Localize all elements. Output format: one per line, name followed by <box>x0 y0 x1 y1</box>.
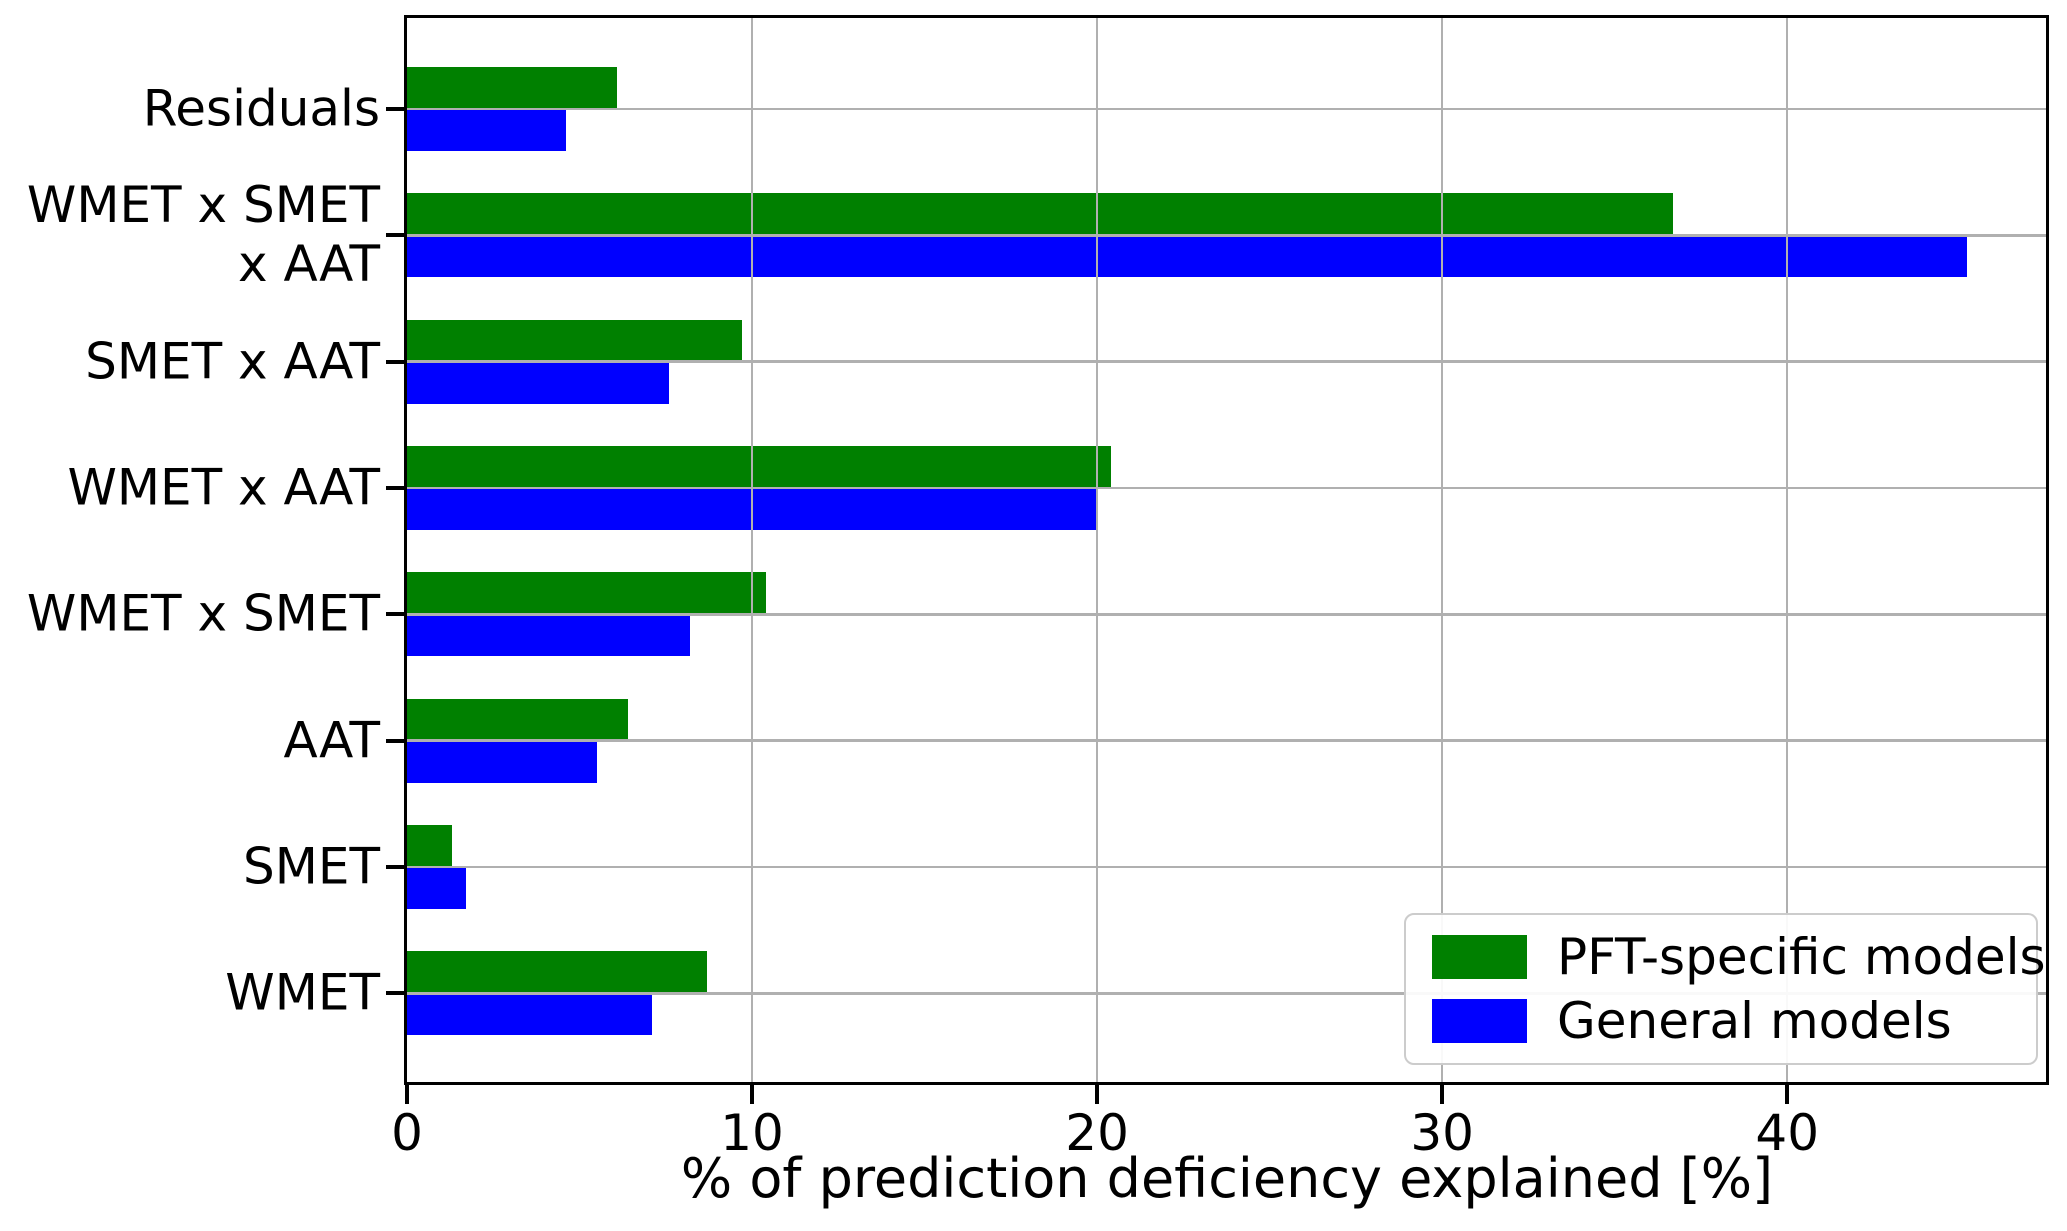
y-tick-label-smet: SMET <box>242 837 380 896</box>
y-tick-label-wmet-x-aat: WMET x AAT <box>67 458 380 517</box>
y-tick-mark-aat <box>386 738 407 743</box>
y-tick-mark-residuals <box>386 107 407 111</box>
y-tick-label-wmet-x-smet-x-aat: WMET x SMET x AAT <box>26 176 380 294</box>
gridline-y-smet-x-aat <box>407 360 2046 363</box>
gridline-y-smet <box>407 865 2046 869</box>
bar-general-models-wmet <box>407 994 652 1036</box>
x-tick-label-0: 0 <box>391 1104 423 1162</box>
x-tick-mark-30 <box>1440 1085 1445 1104</box>
y-tick-mark-smet <box>386 864 407 869</box>
y-tick-mark-smet-x-aat <box>386 359 407 364</box>
x-tick-mark-20 <box>1095 1085 1100 1104</box>
gridline-y-wmet-x-aat <box>407 486 2046 490</box>
gridline-x-40 <box>1785 18 1789 1082</box>
legend: PFT-specific models General models <box>1404 913 2046 1065</box>
x-tick-label-40: 40 <box>1755 1104 1820 1162</box>
bar-general-models-wmet-x-smet-x-aat <box>407 236 1967 278</box>
legend-swatch-pft-specific-models <box>1432 935 1527 980</box>
x-tick-mark-10 <box>750 1085 755 1104</box>
gridline-y-residuals <box>407 107 2046 111</box>
gridline-x-30 <box>1440 18 1444 1082</box>
bar-general-models-wmet-x-smet <box>407 615 690 657</box>
x-axis-title: % of prediction deficiency explained [%] <box>680 1147 1774 1210</box>
gridline-y-wmet-x-smet <box>407 613 2046 616</box>
bar-pft-specific-models-wmet-x-aat <box>407 445 1111 487</box>
gridline-x-20 <box>1095 18 1099 1082</box>
x-tick-mark-40 <box>1785 1085 1790 1104</box>
plot-area <box>404 15 2049 1085</box>
bar-general-models-smet <box>407 867 466 909</box>
gridline-y-wmet <box>407 992 2046 995</box>
bar-pft-specific-models-residuals <box>407 67 618 108</box>
y-tick-label-wmet: WMET <box>225 963 380 1022</box>
bar-pft-specific-models-smet-x-aat <box>407 319 742 361</box>
y-tick-mark-wmet <box>386 991 407 996</box>
x-tick-label-10: 10 <box>720 1104 784 1162</box>
legend-item-general-models: General models <box>1432 996 2010 1046</box>
y-tick-label-aat: AAT <box>283 711 380 770</box>
bar-pft-specific-models-wmet <box>407 951 708 993</box>
legend-swatch-general-models <box>1432 998 1527 1043</box>
gridline-y-wmet-x-smet-x-aat <box>407 234 2046 237</box>
legend-label-general-models: General models <box>1557 991 1952 1050</box>
y-tick-mark-wmet-x-smet-x-aat <box>386 233 407 238</box>
y-tick-label-smet-x-aat: SMET x AAT <box>85 332 380 391</box>
x-tick-mark-0 <box>405 1085 409 1104</box>
y-tick-mark-wmet-x-smet <box>386 612 407 617</box>
bar-general-models-residuals <box>407 110 566 151</box>
bar-pft-specific-models-wmet-x-smet <box>407 572 766 614</box>
x-tick-label-30: 30 <box>1410 1104 1474 1162</box>
gridline-x-10 <box>750 18 754 1082</box>
bar-pft-specific-models-smet <box>407 824 452 866</box>
x-tick-label-20: 20 <box>1065 1104 1129 1162</box>
gridline-y-aat <box>407 739 2046 742</box>
y-tick-label-wmet-x-smet: WMET x SMET <box>26 584 380 643</box>
bar-general-models-aat <box>407 741 597 783</box>
legend-item-pft-specific-models: PFT-specific models <box>1432 932 2046 982</box>
y-tick-mark-wmet-x-aat <box>386 485 407 490</box>
bar-pft-specific-models-aat <box>407 698 628 740</box>
legend-label-pft-specific-models: PFT-specific models <box>1557 928 2046 987</box>
bar-general-models-smet-x-aat <box>407 362 670 404</box>
y-tick-label-residuals: Residuals <box>142 79 380 138</box>
bar-pft-specific-models-wmet-x-smet-x-aat <box>407 193 1674 235</box>
